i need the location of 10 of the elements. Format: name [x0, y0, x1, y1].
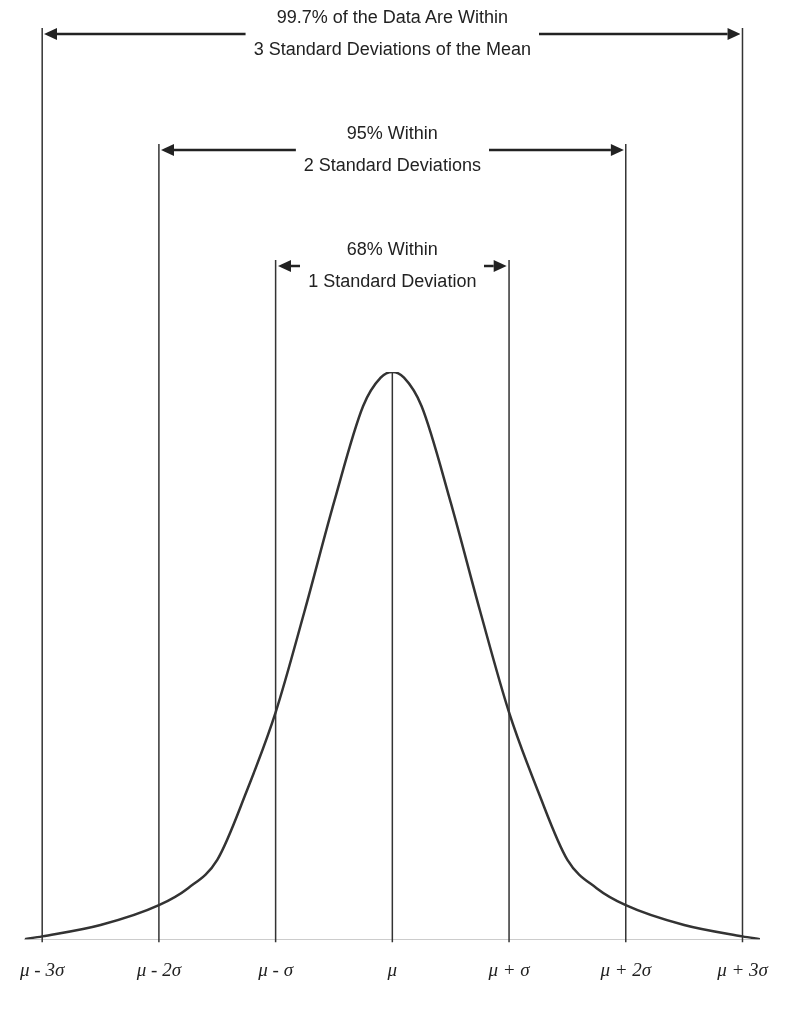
x-tick-label: μ: [386, 958, 398, 980]
x-tick-label: μ - σ: [257, 958, 294, 980]
x-tick-label: μ + 3σ: [716, 958, 769, 980]
x-tick-label: μ + σ: [487, 958, 531, 980]
x-tick-label: μ - 3σ: [19, 958, 65, 980]
text: 68% Within 1 Standard Deviation: [308, 238, 477, 291]
x-tick-label: μ - 2σ: [135, 958, 182, 980]
text: 95% Within 2 Standard Deviations: [303, 122, 481, 175]
x-tick-label: μ + 2σ: [599, 958, 652, 980]
text: 99.7% of the Data Are Within 3 Standard Deviations of the Mean: [253, 6, 531, 59]
